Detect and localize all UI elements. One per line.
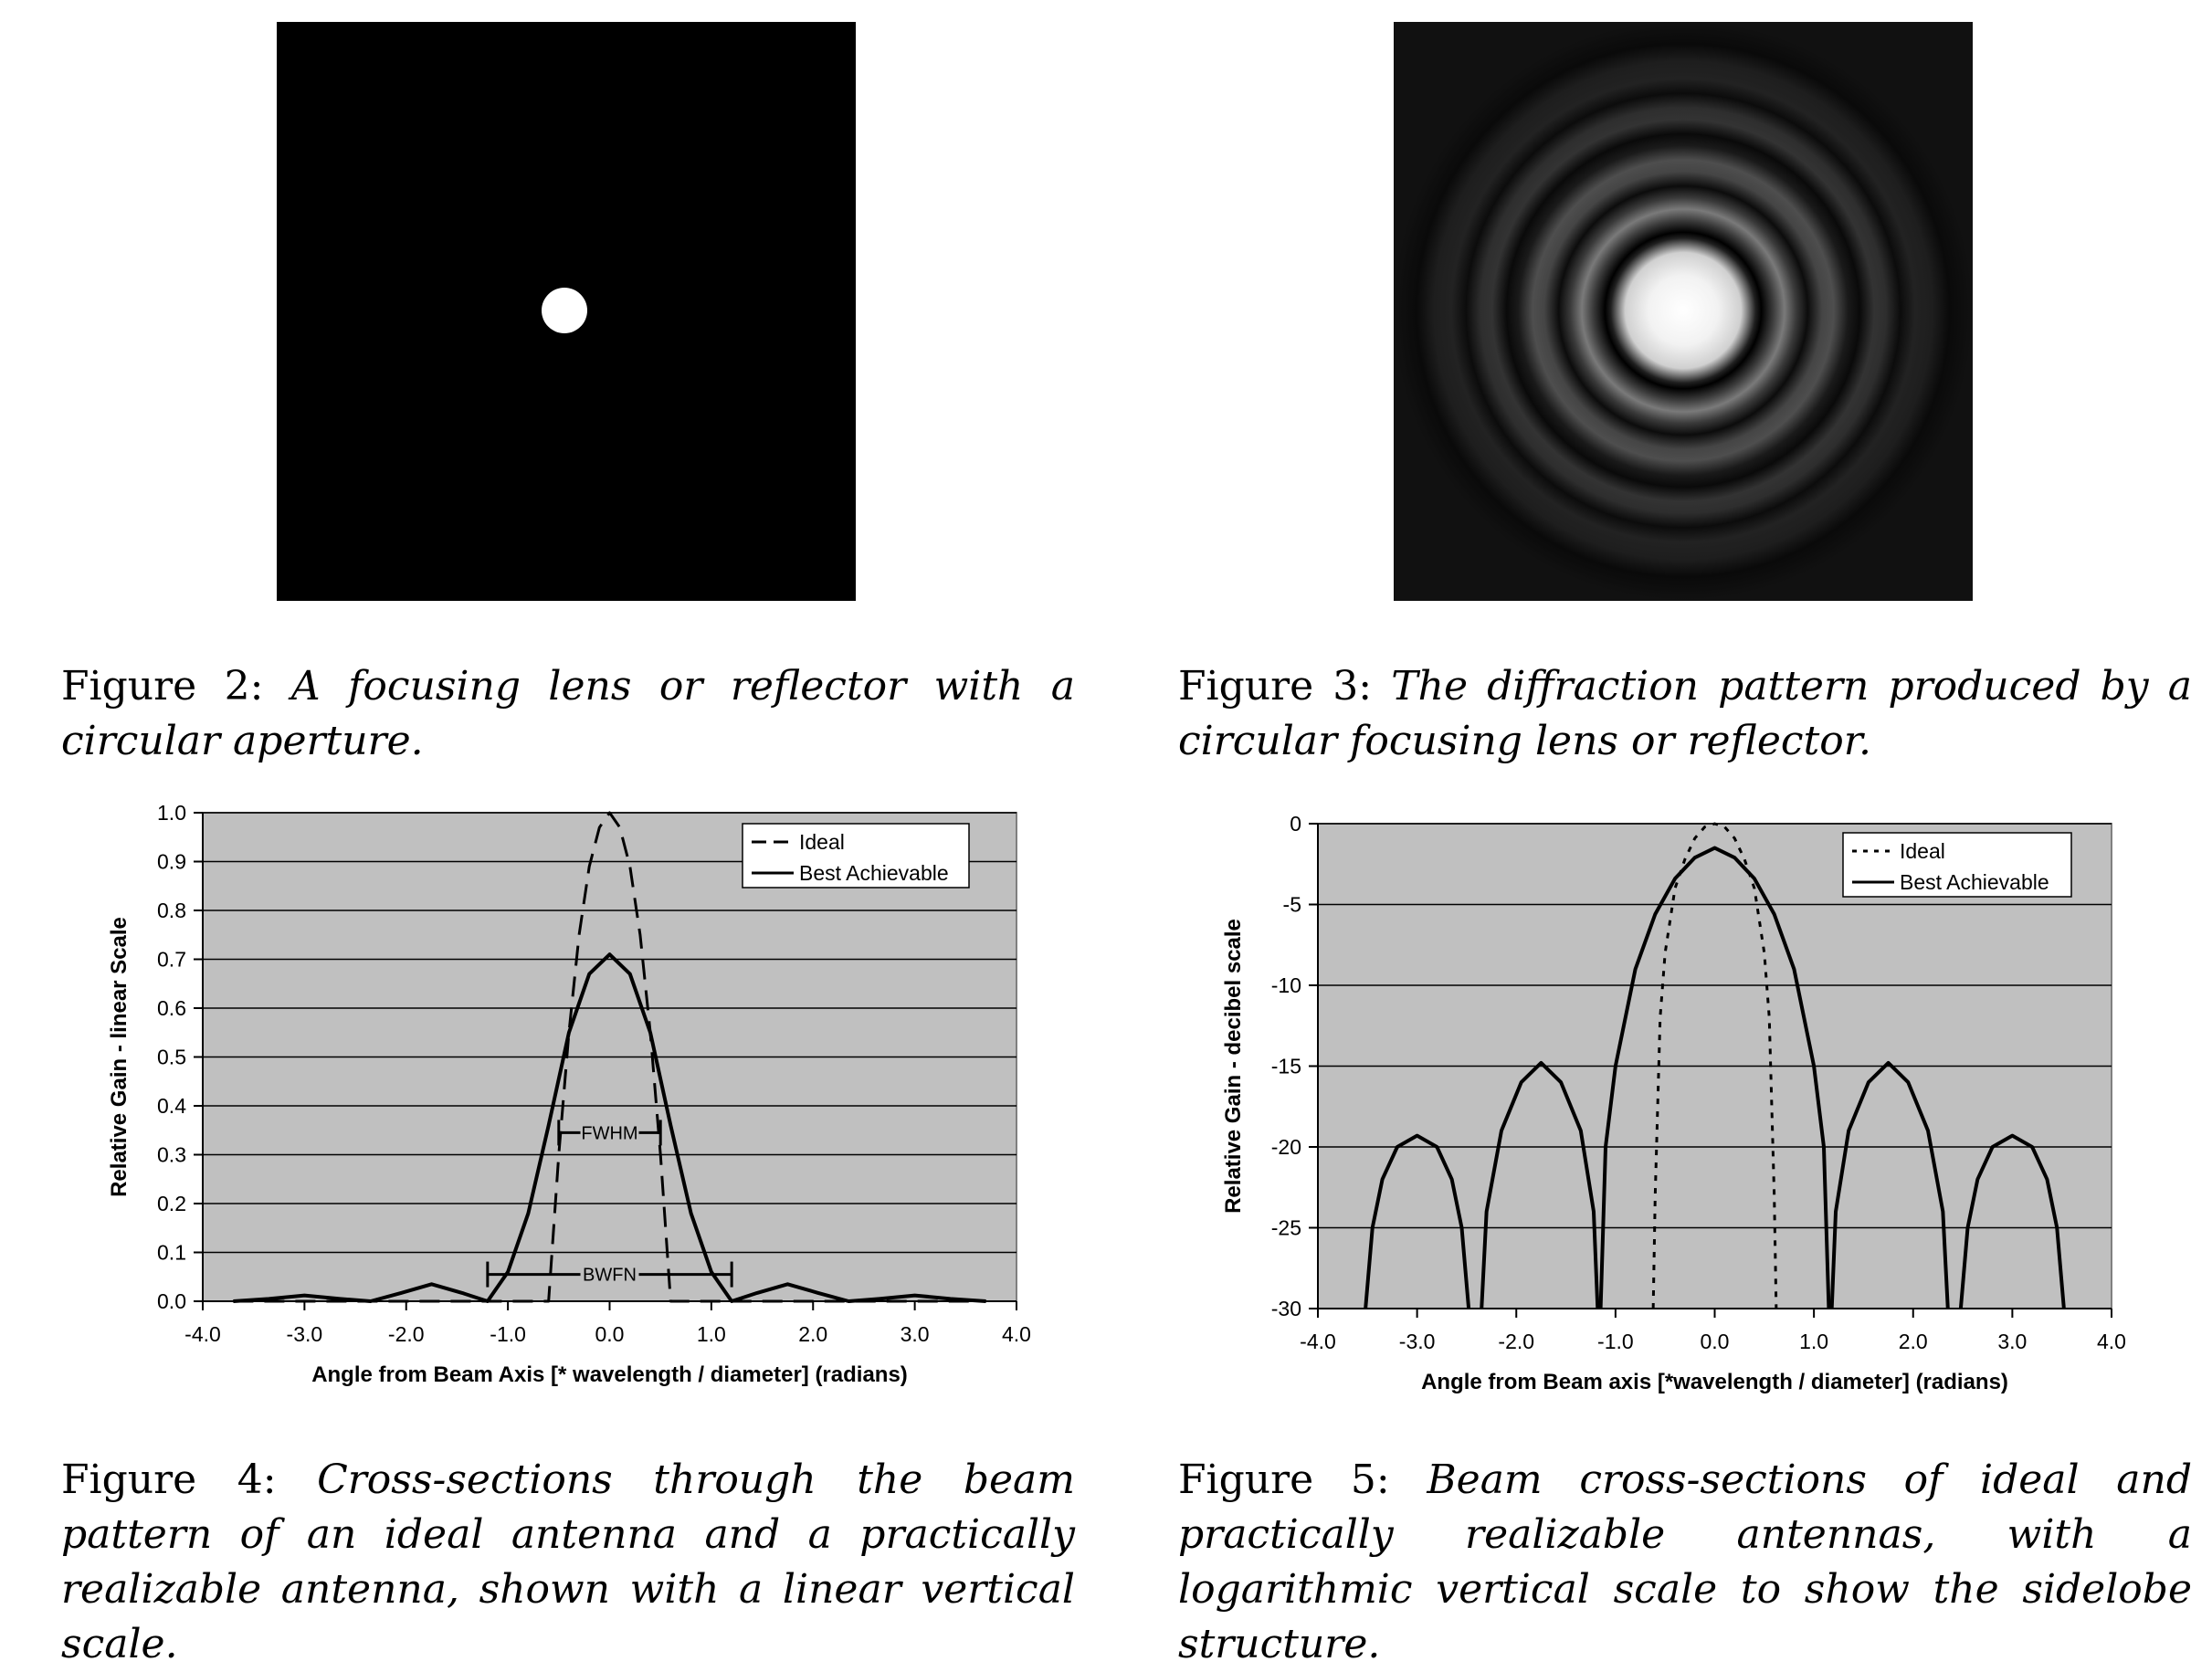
decibel-gain-chart: 0 -5 -10 -15 -20 -25 -30 -4.0 -3.0 -2.0 -1.0 0.0 1.0… [1221,812,2126,1394]
legend-box [1842,832,2072,898]
series-line-best-achievable [1598,846,1831,1309]
figure-5-text: Beam cross-sections of ideal and practic… [1178,1456,2192,1667]
y-axis-label: Relative Gain - linear Scale [107,917,132,1197]
x-tick-label: 2.0 [1899,1330,1928,1353]
x-tick-label: 4.0 [1002,1322,1031,1346]
x-tick-label: 2.0 [798,1322,827,1346]
x-tick-label: 0.0 [1701,1330,1730,1353]
x-tick-label: 0.0 [595,1322,625,1346]
y-tick-label: -10 [1271,973,1301,997]
aperture-image [277,22,856,601]
legend-label: Ideal [1900,839,1945,863]
series-line-ideal [233,811,986,1303]
y-tick-label: 0.6 [157,996,186,1020]
figure-2-text: A focusing lens or reflector with a circ… [61,663,1075,764]
x-axis-label: Angle from Beam axis [*wavelength / diam… [1421,1370,2008,1394]
figure-2-caption: Figure 2: A focusing lens or reflector w… [61,659,1075,769]
y-tick-label: 0.9 [157,850,186,874]
y-tick-label: 1.0 [157,801,186,825]
figure-5-label: Figure 5: [1178,1456,1390,1503]
series-line-best-achievable [1364,1133,1471,1309]
series-line-best-achievable [1480,1060,1600,1309]
annotation-label: BWFN [583,1266,637,1286]
legend-label: Best Achievable [1900,870,2049,894]
x-tick-label: -4.0 [184,1322,221,1346]
figure-3-caption: Figure 3: The diffraction pattern produc… [1178,659,2192,769]
x-tick-label: -1.0 [490,1322,526,1346]
x-axis-label: Angle from Beam Axis [* wavelength / dia… [311,1362,908,1387]
y-tick-label: -15 [1271,1055,1301,1078]
y-tick-label: 0.8 [157,899,186,922]
figure-5-caption: Figure 5: Beam cross-sections of ideal a… [1178,1453,2192,1672]
x-tick-label: -4.0 [1300,1330,1336,1353]
legend-label: Ideal [799,830,845,854]
figure-4-caption: Figure 4: Cross-sections through the bea… [61,1453,1075,1672]
x-tick-label: 4.0 [2097,1330,2126,1353]
y-tick-label: 0 [1290,812,1301,836]
y-tick-label: 0.1 [157,1241,186,1265]
series-line-best-achievable [1958,1133,2066,1309]
y-tick-label: 0.2 [157,1192,186,1215]
y-axis-label: Relative Gain - decibel scale [1221,919,1246,1214]
annotation-fwhm: FWHM [557,1120,662,1146]
x-tick-label: -3.0 [1399,1330,1436,1353]
aperture-spot [542,288,587,333]
x-tick-label: -2.0 [1498,1330,1534,1353]
y-tick-label: -5 [1283,893,1301,917]
diffraction-rings [1394,22,1973,601]
annotation-label: FWHM [581,1123,637,1143]
y-tick-label: 0.7 [157,948,186,972]
y-tick-label: -25 [1271,1216,1301,1240]
y-tick-label: 0.4 [157,1094,186,1118]
figure-4-label: Figure 4: [61,1456,277,1503]
y-tick-label: -30 [1271,1297,1301,1320]
x-tick-label: 1.0 [1799,1330,1828,1353]
diffraction-pattern-image [1394,22,1973,601]
x-tick-label: 1.0 [697,1322,726,1346]
figure-3-label: Figure 3: [1178,663,1373,710]
x-tick-label: -1.0 [1597,1330,1634,1353]
x-tick-label: -2.0 [388,1322,425,1346]
x-tick-label: 3.0 [901,1322,930,1346]
y-tick-label: 0.0 [157,1289,186,1313]
linear-gain-chart: 0.0 0.1 0.2 0.3 0.4 0.5 0.6 0.7 0.8 0.9 1.0 -4.0 -3.… [107,801,1031,1387]
x-tick-label: 3.0 [1997,1330,2027,1353]
series-line-ideal [1651,822,1778,1309]
y-tick-label: -20 [1271,1135,1301,1159]
legend-label: Best Achievable [799,861,949,885]
y-tick-label: 0.3 [157,1143,186,1167]
series-line-best-achievable [233,952,986,1303]
series-line-best-achievable [1829,1060,1950,1309]
x-tick-label: -3.0 [287,1322,323,1346]
figure-2-label: Figure 2: [61,663,264,710]
annotation-bwfn: BWFN [486,1261,733,1288]
y-tick-label: 0.5 [157,1046,186,1069]
legend-box [742,823,970,889]
figure-3-text: The diffraction pattern produced by a ci… [1178,663,2192,764]
